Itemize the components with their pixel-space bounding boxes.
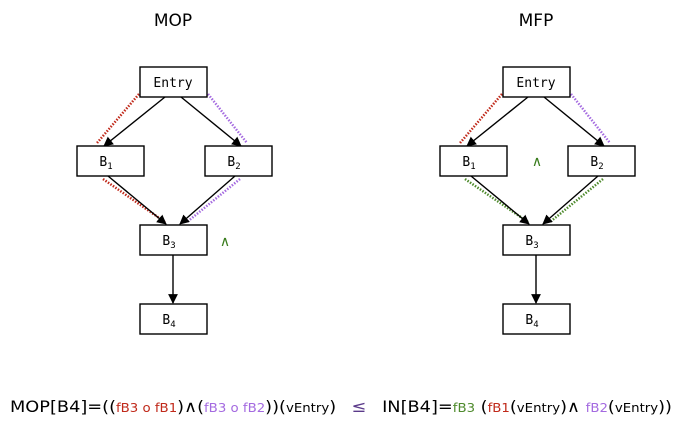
edge-b1-b3 (470, 175, 530, 225)
in-lhs: IN[B4]= (382, 397, 453, 416)
mfp-title: MFP (519, 11, 554, 31)
purple-path-entry-b2 (570, 93, 611, 144)
v-entry: vEntry (286, 401, 329, 415)
formula: MOP[B4]=((fB3 o fB1)∧(fB3 o fB2))(vEntry… (10, 397, 672, 416)
in-v-entry-1: vEntry (517, 401, 560, 415)
node-b3: B3 (139, 224, 208, 256)
node-b2: B2 (204, 145, 273, 177)
mop-title: MOP (154, 11, 192, 31)
edge-b1-b3 (107, 175, 167, 225)
mop-diagram: MOP Entry B1 B2 (76, 11, 273, 335)
f-b2: fB2 (243, 401, 265, 415)
edge-entry-b2 (543, 96, 605, 147)
purple-path-b2-b3 (186, 178, 241, 223)
f-b3-b: fB3 (204, 401, 226, 415)
edge-entry-b1 (466, 96, 529, 147)
svg-text:Entry: Entry (153, 76, 192, 91)
leq-symbol: ≤ (352, 397, 367, 416)
node-b1: B1 (439, 145, 508, 177)
svg-text:B1: B1 (462, 155, 475, 172)
svg-text:B4: B4 (525, 313, 538, 330)
green-path-b2-b3 (549, 178, 604, 223)
svg-text:B4: B4 (162, 313, 175, 330)
node-b3: B3 (502, 224, 571, 256)
node-b2: B2 (567, 145, 636, 177)
purple-path-entry-b2 (207, 93, 248, 144)
f-b1: fB1 (155, 401, 177, 415)
mop-lhs: MOP[B4]=(( (10, 397, 116, 416)
edge-entry-b2 (180, 96, 242, 147)
in-v-entry-2: vEntry (615, 401, 658, 415)
svg-text:B2: B2 (227, 155, 240, 172)
mop-path-highlights (96, 93, 248, 224)
mfp-diagram: MFP Entry B1 B2 (439, 11, 636, 335)
mfp-meet-symbol: ∧ (532, 154, 542, 170)
node-entry: Entry (502, 66, 571, 98)
svg-text:B2: B2 (590, 155, 603, 172)
node-entry: Entry (139, 66, 208, 98)
f-b3-a: fB3 (116, 401, 138, 415)
mop-edges (103, 96, 242, 304)
svg-text:B3: B3 (162, 234, 175, 251)
svg-text:B1: B1 (99, 155, 112, 172)
in-f-b2: fB2 (586, 401, 608, 415)
svg-text:B3: B3 (525, 234, 538, 251)
node-b4: B4 (139, 303, 208, 335)
edge-b2-b3 (542, 175, 599, 225)
mfp-edges (466, 96, 605, 304)
in-f-b1: fB1 (488, 401, 510, 415)
node-b1: B1 (76, 145, 145, 177)
mop-meet-symbol: ∧ (220, 234, 230, 250)
edge-entry-b1 (103, 96, 166, 147)
edge-b2-b3 (179, 175, 236, 225)
red-path-b1-b3 (102, 177, 166, 224)
node-b4: B4 (502, 303, 571, 335)
in-f-b3: fB3 (453, 401, 475, 415)
svg-text:Entry: Entry (516, 76, 555, 91)
